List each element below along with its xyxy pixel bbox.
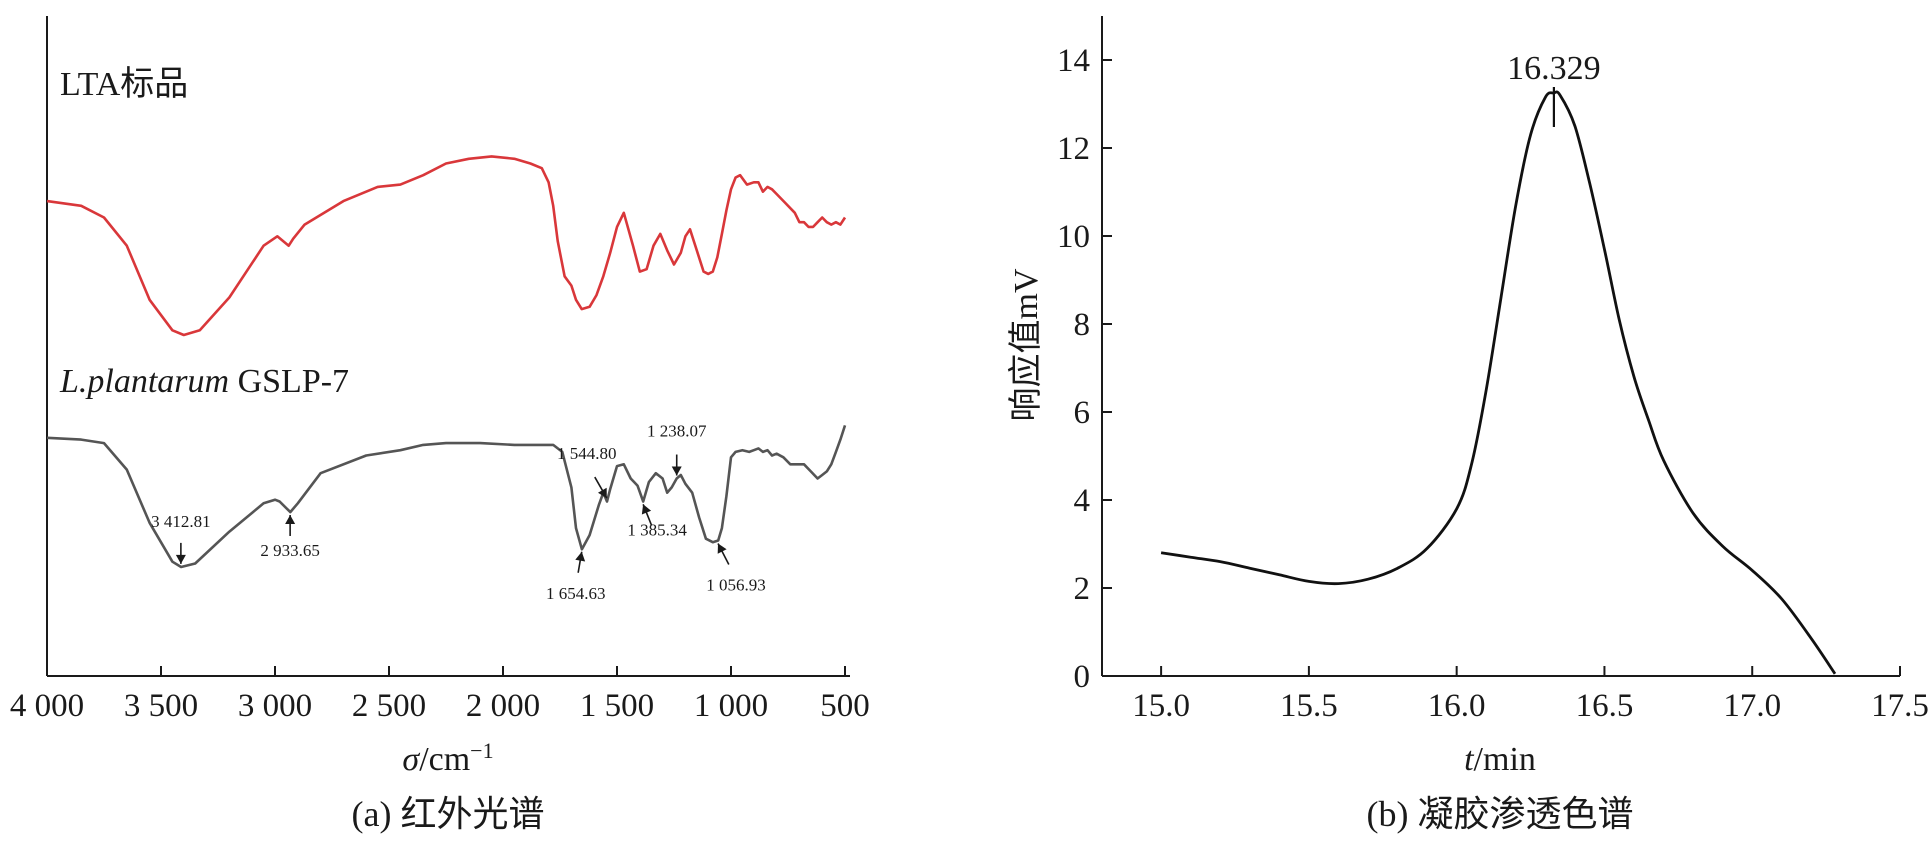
gpc-chromatogram-line (1160, 90, 1837, 675)
gpc-peak-label: 16.329 (1507, 50, 1601, 87)
ir-peak-label: 1 654.63 (546, 584, 606, 603)
gpc-x-tick-label: 16.0 (1428, 688, 1486, 724)
gpc-caption: (b) 凝胶渗透色谱 (1367, 794, 1634, 834)
gpc-y-tick-label: 8 (1074, 307, 1091, 343)
ir-annotation-arrowhead (641, 504, 652, 515)
ir-peak-label: 1 056.93 (706, 576, 766, 595)
ir-peak-label: 1 385.34 (627, 520, 687, 539)
gpc-y-axis-title: 响应值mV (1007, 268, 1045, 421)
ir-x-axis-title: σ/cm−1 (402, 738, 493, 778)
ir-peak-label: 2 933.65 (260, 541, 320, 560)
ir-annotation-arrowhead (575, 551, 586, 562)
gpc-y-tick-label: 14 (1057, 43, 1090, 79)
gpc-y-tick-label: 10 (1057, 219, 1090, 255)
ir-peak-label: 3 412.81 (151, 512, 211, 531)
gpc-series (1160, 90, 1837, 675)
gslp7-line (46, 424, 847, 569)
ir-caption: (a) 红外光谱 (352, 794, 545, 834)
ir-series (46, 155, 847, 569)
ir-x-tick-label: 500 (820, 688, 870, 724)
ir-x-ticks: 4 000 3 500 3 000 2 500 2 000 1 500 1 000 500 (10, 666, 870, 724)
ir-x-tick-label: 2 500 (352, 688, 426, 724)
ir-annotation-arrowhead (175, 554, 186, 564)
ir-x-tick-label: 4 000 (10, 688, 84, 724)
gpc-x-tick-label: 16.5 (1576, 688, 1634, 724)
gpc-y-tick-label: 0 (1074, 659, 1091, 695)
ir-x-tick-label: 1 500 (580, 688, 654, 724)
ir-peak-label: 1 544.80 (557, 444, 617, 463)
gpc-panel: 15.0 15.5 16.0 16.5 17.0 17.5 0 2 4 6 8 10 12 14 16.… (1007, 16, 1929, 834)
gpc-y-ticks: 0 2 4 6 8 10 12 14 (1057, 43, 1112, 695)
ir-annotation-arrowhead (671, 466, 682, 476)
lta-standard-line (46, 155, 847, 337)
ir-x-tick-label: 1 000 (694, 688, 768, 724)
ir-annotation-arrowhead (717, 543, 727, 554)
gpc-y-tick-label: 12 (1057, 131, 1090, 167)
gpc-y-tick-label: 2 (1074, 571, 1091, 607)
ir-series-label-sample: L.plantarum GSLP-7 (59, 363, 349, 400)
ir-annotation-arrowhead (597, 487, 607, 499)
ir-x-tick-label: 3 000 (238, 688, 312, 724)
gpc-x-ticks: 15.0 15.5 16.0 16.5 17.0 17.5 (1132, 666, 1929, 724)
ir-peak-annotations: 3 412.81 2 933.65 1 654.63 1 544.80 1 385.34… (151, 422, 766, 603)
ir-annotation-arrowhead (285, 514, 296, 524)
gpc-peak-marker: 16.329 (1507, 50, 1601, 127)
gpc-x-tick-label: 15.0 (1132, 688, 1190, 724)
gpc-x-axis-title: t/min (1464, 741, 1536, 778)
ir-x-tick-label: 2 000 (466, 688, 540, 724)
gpc-y-tick-label: 6 (1074, 395, 1091, 431)
ir-series-label-lta: LTA标品 (60, 65, 188, 103)
gpc-y-tick-label: 4 (1074, 483, 1091, 519)
ir-spectrum-panel: 4 000 3 500 3 000 2 500 2 000 1 500 1 000 500 3… (10, 16, 870, 834)
gpc-x-tick-label: 17.0 (1723, 688, 1781, 724)
gpc-x-tick-label: 17.5 (1871, 688, 1929, 724)
gpc-x-tick-label: 15.5 (1280, 688, 1338, 724)
ir-x-tick-label: 3 500 (124, 688, 198, 724)
ir-peak-label: 1 238.07 (647, 422, 707, 441)
